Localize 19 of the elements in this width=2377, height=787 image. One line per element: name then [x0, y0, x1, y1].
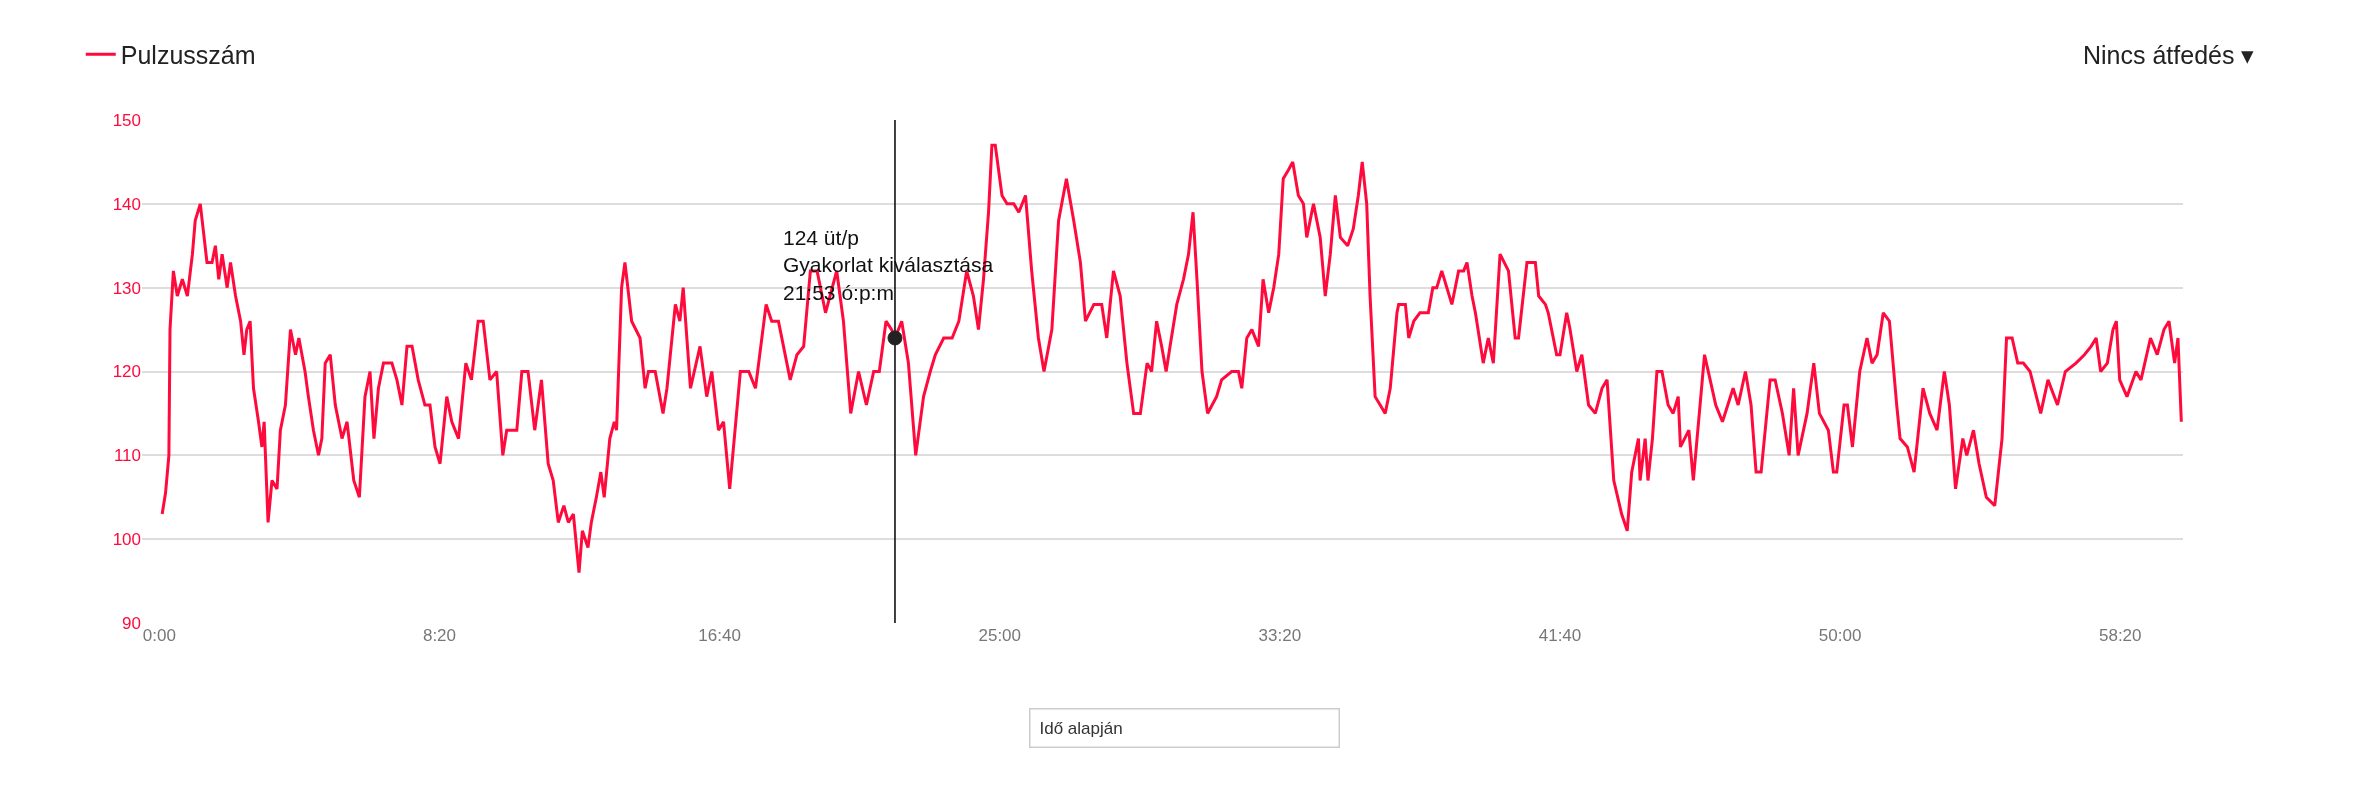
text: Idő alapján: [1039, 718, 1123, 738]
y-tick-label: 140: [112, 194, 141, 214]
legend-label: Pulzusszám: [120, 41, 256, 70]
y-tick-label: 150: [112, 110, 141, 130]
y-tick-label: 90: [122, 613, 141, 633]
line-series: [160, 143, 2183, 575]
y-tick-label: 100: [112, 530, 141, 550]
x-tick-label: 50:00: [1818, 626, 1862, 645]
x-tick-label: 8:20: [422, 626, 457, 645]
text: Nincs átfedés ▾: [2083, 41, 2255, 69]
x-tick-label: 25:00: [978, 626, 1022, 645]
x-tick-label: 16:40: [698, 626, 741, 645]
x-tick-label: 33:20: [1258, 626, 1302, 645]
y-tick-label: 120: [112, 362, 141, 382]
x-tick-label: 41:40: [1538, 626, 1582, 645]
y-tick-label: 110: [113, 446, 141, 466]
x-tick-label: 0:00: [142, 626, 176, 645]
x-tick-label: 58:20: [2098, 626, 2142, 645]
y-tick-label: 130: [112, 278, 141, 298]
